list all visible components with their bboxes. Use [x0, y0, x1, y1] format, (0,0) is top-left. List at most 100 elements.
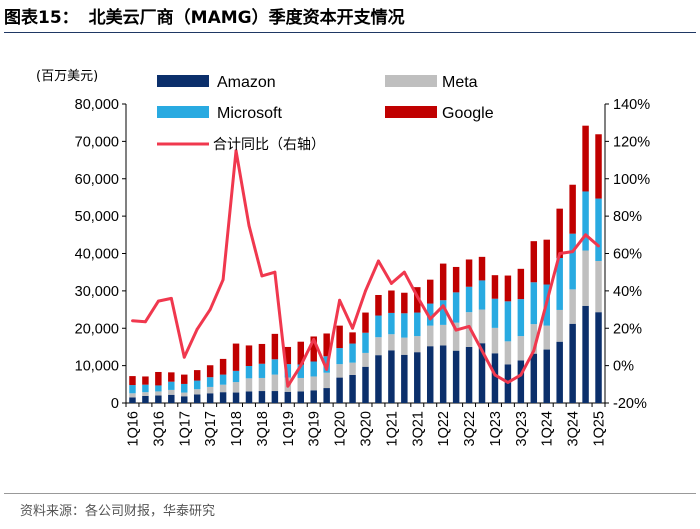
bar-meta-4Q20	[375, 337, 382, 356]
line-point-4Q18	[273, 270, 277, 274]
y-right-tick-label: -20%	[613, 396, 647, 412]
bar-microsoft-2Q17	[193, 380, 201, 390]
bar-amazon-3Q17	[206, 393, 214, 403]
y-right-tick-label: 80%	[613, 209, 642, 225]
bar-meta-1Q21	[388, 334, 395, 351]
bar-google-4Q20	[375, 294, 382, 316]
x-tick-label: 1Q17	[177, 411, 193, 446]
y-right-tick-label: 140%	[613, 97, 650, 113]
bar-meta-1Q18	[232, 382, 240, 393]
line-point-1Q20	[338, 298, 342, 302]
line-point-4Q23	[532, 349, 536, 353]
bar-amazon-3Q20	[362, 366, 369, 403]
y-left-tick-label: 70,000	[75, 134, 119, 150]
x-tick-label: 3Q18	[255, 411, 271, 446]
x-tick-label: 3Q23	[514, 411, 530, 446]
bar-google-3Q17	[206, 365, 214, 378]
figure-title: 图表15： 北美云厂商（MAMG）季度资本开支情况	[4, 3, 696, 33]
y-left-tick-label: 60,000	[75, 172, 119, 188]
legend-swatch-amazon	[157, 75, 209, 87]
bar-google-1Q21	[388, 290, 395, 313]
bar-amazon-4Q23	[530, 353, 538, 403]
bar-amazon-1Q20	[336, 377, 343, 403]
bar-microsoft-1Q21	[388, 312, 395, 335]
bar-microsoft-2Q22	[452, 292, 460, 323]
line-point-4Q24	[584, 233, 587, 237]
y-left-tick-label: 20,000	[75, 321, 119, 337]
line-point-3Q21	[415, 295, 419, 298]
bar-google-4Q24	[582, 125, 589, 192]
bar-google-4Q23	[530, 241, 538, 283]
bar-amazon-4Q21	[426, 346, 434, 403]
bar-microsoft-3Q22	[465, 286, 473, 313]
bar-microsoft-3Q19	[310, 361, 317, 377]
bar-microsoft-4Q24	[582, 191, 589, 251]
y-right-tick-label: 120%	[613, 134, 650, 150]
line-point-4Q21	[428, 317, 432, 321]
y-left-tick-label: 0	[111, 396, 119, 412]
line-point-4Q17	[221, 278, 225, 282]
line-point-2Q22	[454, 328, 458, 332]
bar-meta-3Q21	[414, 336, 421, 353]
bar-google-2Q18	[245, 345, 253, 366]
bar-microsoft-3Q18	[258, 363, 266, 378]
line-point-4Q20	[377, 259, 380, 263]
bar-meta-2Q17	[193, 389, 201, 395]
x-tick-label: 1Q20	[333, 411, 349, 446]
y-right-tick-label: 20%	[613, 321, 642, 337]
line-point-3Q23	[519, 373, 523, 377]
line-point-4Q16	[169, 296, 173, 300]
bar-meta-4Q21	[426, 325, 434, 347]
line-point-3Q16	[156, 299, 160, 303]
line-point-1Q18	[234, 149, 238, 153]
bar-google-4Q19	[323, 333, 330, 357]
line-point-1Q21	[389, 282, 393, 285]
bar-google-1Q16	[129, 376, 136, 386]
legend-swatch-google	[385, 106, 437, 118]
bar-meta-4Q22	[478, 309, 486, 344]
bar-microsoft-4Q23	[530, 282, 538, 325]
bar-meta-3Q20	[362, 352, 369, 367]
bar-amazon-4Q22	[478, 343, 486, 403]
bar-amazon-3Q21	[414, 352, 421, 403]
y-left-tick-label: 80,000	[75, 97, 119, 113]
bar-microsoft-1Q23	[491, 298, 499, 328]
bar-microsoft-1Q18	[232, 370, 240, 383]
line-point-2Q24	[558, 252, 562, 255]
y-right-tick-label: 100%	[613, 172, 650, 188]
legend-swatch-microsoft	[157, 106, 209, 118]
bar-amazon-1Q16	[129, 397, 136, 403]
x-tick-label: 1Q23	[488, 411, 504, 446]
x-tick-label: 3Q24	[566, 411, 582, 446]
line-point-3Q17	[208, 308, 212, 311]
bar-amazon-4Q17	[219, 392, 227, 403]
bar-microsoft-4Q21	[426, 303, 434, 326]
line-point-2Q19	[299, 364, 303, 368]
y-left-tick-label: 10,000	[75, 359, 119, 375]
line-point-1Q24	[545, 300, 549, 304]
bar-google-1Q19	[284, 346, 292, 365]
bar-amazon-2Q24	[556, 341, 563, 403]
bar-meta-2Q20	[349, 362, 356, 375]
y-right-tick-label: 40%	[613, 284, 642, 300]
footer-divider	[4, 493, 696, 494]
bar-amazon-1Q25	[595, 312, 602, 403]
bar-meta-1Q24	[543, 325, 550, 350]
line-point-1Q25	[597, 244, 600, 248]
bar-amazon-1Q18	[232, 392, 240, 403]
bar-amazon-3Q16	[155, 395, 162, 403]
bar-google-3Q24	[569, 184, 576, 234]
line-point-2Q18	[247, 224, 251, 227]
bar-google-1Q18	[232, 343, 240, 371]
bar-amazon-1Q24	[543, 349, 550, 403]
bar-meta-2Q21	[401, 337, 408, 355]
bar-google-3Q19	[310, 336, 317, 362]
bar-amazon-3Q24	[569, 323, 576, 403]
bar-meta-1Q25	[595, 260, 602, 313]
bar-meta-1Q20	[336, 364, 343, 378]
y-left-tick-label: 30,000	[75, 284, 119, 300]
x-tick-label: 1Q16	[125, 411, 141, 446]
bar-google-1Q22	[439, 263, 447, 301]
bar-google-1Q17	[181, 374, 188, 384]
line-point-2Q23	[506, 381, 510, 384]
